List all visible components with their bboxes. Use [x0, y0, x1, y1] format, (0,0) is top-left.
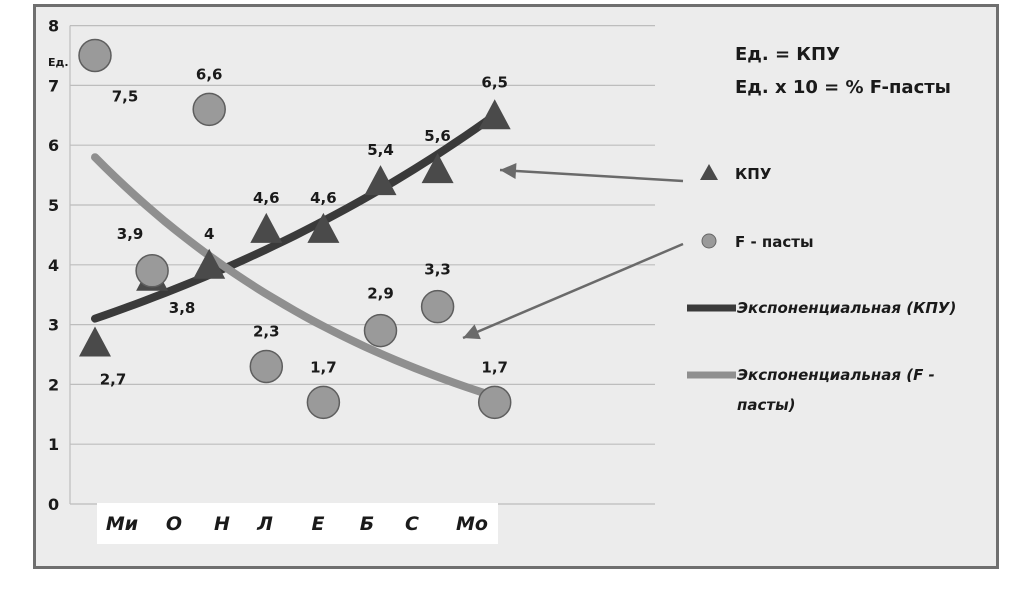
note-units-paste: Ед. х 10 = % F-пасты [735, 77, 951, 98]
x-category-6: Б [360, 513, 374, 535]
legend-paste-label: F - пасты [735, 233, 814, 251]
x-category-7: С [405, 513, 419, 535]
y-tick-6: 6 [48, 136, 59, 155]
x-category-3: Н [214, 513, 230, 535]
legend-paste-marker [701, 233, 717, 249]
y-tick-3: 3 [48, 316, 59, 335]
paste-label-5: 1,7 [310, 358, 337, 376]
y-tick-5: 5 [48, 196, 59, 215]
arrow-to-paste-trend-shaft [462, 242, 684, 340]
paste-point-1 [78, 38, 112, 73]
x-axis-categories: Ми О Н Л Е Б С Мо [106, 513, 488, 535]
note-units-kpu: Ед. = КПУ [735, 44, 840, 65]
paste-point-5 [306, 385, 341, 420]
kpu-label-6: 5,4 [367, 141, 394, 159]
kpu-point-4 [250, 212, 283, 243]
kpu-label-1: 2,7 [100, 371, 127, 389]
y-axis-unit: Ед. [48, 56, 69, 69]
paste-label-3: 6,6 [196, 65, 223, 83]
kpu-point-3 [193, 248, 226, 279]
y-tick-4: 4 [48, 256, 59, 275]
data-marks [78, 38, 512, 420]
y-axis-ticks: 0 1 2 3 4 5 6 7 8 [48, 17, 59, 514]
legend-kpu-marker [700, 164, 718, 180]
kpu-label-2: 3,8 [169, 299, 196, 317]
y-tick-7: 7 [48, 76, 59, 95]
legend-trend-paste-label: Экспоненциальная (F - [737, 366, 935, 384]
x-category-4: Л [256, 513, 273, 535]
kpu-point-8 [478, 99, 511, 130]
chart-frame [33, 4, 999, 569]
kpu-label-7: 5,6 [424, 127, 451, 145]
paste-label-8: 1,7 [481, 358, 508, 376]
y-tick-0: 0 [48, 495, 59, 514]
paste-label-7: 3,3 [424, 261, 451, 279]
paste-point-7 [420, 289, 455, 324]
paste-label-2: 3,9 [117, 225, 144, 243]
category-axis-background [97, 503, 498, 544]
kpu-label-8: 6,5 [481, 73, 508, 91]
legend: КПУ F - пасты Экспоненциальная (КПУ) Экс… [687, 164, 956, 414]
arrow-to-kpu-trend [499, 162, 684, 183]
paste-point-4 [249, 349, 284, 384]
kpu-point-6 [364, 165, 397, 196]
trendline-2 [91, 153, 499, 401]
legend-kpu-label: КПУ [735, 165, 772, 183]
kpu-label-5: 4,6 [310, 189, 337, 207]
y-tick-2: 2 [48, 375, 59, 394]
y-tick-8: 8 [48, 17, 59, 36]
paste-label-1: 7,5 [112, 88, 139, 106]
kpu-point-1 [79, 326, 111, 357]
trendlines [91, 111, 499, 401]
x-category-5: Е [312, 513, 325, 535]
x-category-8: Мо [456, 513, 488, 535]
kpu-label-4: 4,6 [253, 189, 280, 207]
trendline-1 [91, 111, 499, 323]
x-category-1: Ми [106, 513, 138, 535]
data-labels: 2,7 3,8 4 4,6 4,6 5,4 5,6 6,5 7,5 3,9 6,6 2,3 1,7 2,9… [100, 65, 508, 388]
legend-trend-kpu-label: Экспоненциальная (КПУ) [737, 299, 956, 317]
y-tick-1: 1 [48, 435, 59, 454]
arrow-to-kpu-trend-shaft [499, 168, 684, 183]
kpu-point-5 [307, 212, 340, 243]
kpu-label-3: 4 [204, 225, 214, 243]
kpu-point-7 [421, 153, 454, 184]
paste-point-3 [192, 92, 226, 127]
paste-point-2 [135, 254, 169, 288]
arrow-to-paste-trend [462, 242, 684, 340]
pointer-arrows [462, 162, 684, 340]
paste-point-8 [477, 385, 512, 420]
paste-label-4: 2,3 [253, 322, 280, 340]
legend-trend-paste-label-line2: пасты) [737, 396, 796, 414]
arrow-to-kpu-trend-head [500, 162, 517, 179]
paste-label-6: 2,9 [367, 285, 394, 303]
arrow-to-paste-trend-head [463, 324, 481, 340]
x-category-2: О [166, 513, 182, 535]
paste-point-6 [363, 313, 398, 348]
